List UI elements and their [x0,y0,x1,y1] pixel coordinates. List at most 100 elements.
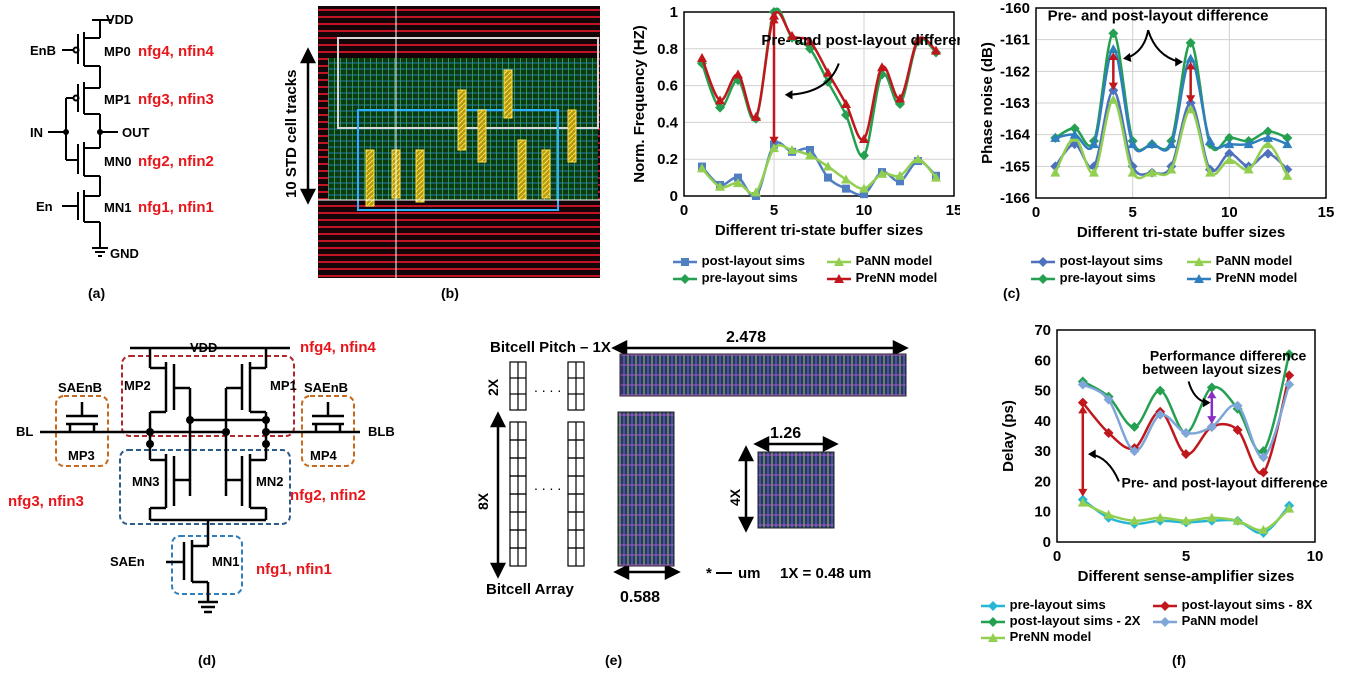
mn1-sa-label: MN1 [212,554,239,569]
y-tick-label: 40 [1034,413,1051,430]
legend-label: post-layout sims [1059,253,1163,268]
data-point [1206,421,1217,432]
annotation-text: Pre- and post-layout difference [1122,474,1328,490]
mp3-label: MP3 [68,448,95,463]
data-point [1224,148,1235,159]
arrow-head [1108,82,1118,91]
arrow-head [1186,95,1196,103]
mn0-label: MN0 [104,154,131,169]
data-point [895,170,905,180]
data-point [913,154,923,164]
plot-frame [1035,7,1327,199]
data-point [1108,94,1119,104]
data-point [834,256,844,266]
arrow-head [1078,488,1088,497]
data-point [1284,370,1295,381]
arrow-head [1078,405,1088,414]
arrow-head [1207,390,1217,399]
x-tick-label: 5 [1128,204,1136,221]
data-point [1284,349,1295,360]
data-point [1258,467,1269,478]
x-tick-label: 15 [1318,204,1335,221]
chart-phase-noise: -166 -165 -164 -163 -162 -161 -160 0 5 10 15 Differ… [979,0,1335,241]
data-point [1160,616,1170,627]
data-point [1243,139,1254,149]
arrow-head [1186,61,1196,70]
data-point [1185,37,1196,48]
legend-swatch [1031,273,1055,284]
legend-label: PaNN model [1181,613,1259,628]
x-tick-label: 10 [856,202,873,219]
en-label: En [36,199,53,214]
legend-label: PaNN model [1215,253,1293,268]
legend-swatch [981,632,1005,642]
y-tick-label: -161 [1000,32,1030,49]
legend-swatch [1153,616,1177,627]
y-tick-label: -160 [1000,0,1030,17]
data-point [1050,161,1061,172]
legend-swatch [1187,273,1211,283]
data-point [1147,167,1157,177]
data-point [1282,132,1293,143]
y-tick-label: 30 [1034,443,1051,460]
data-point [834,273,844,283]
data-point [680,273,690,284]
data-point [1224,155,1235,164]
y-axis-label: Delay (ps) [1000,400,1017,472]
series-line [1055,47,1288,153]
data-point [1147,139,1157,149]
data-point [1263,139,1273,149]
data-point [1127,167,1138,177]
legend-label: pre-layout sims [1059,270,1156,285]
series-line [1082,383,1291,459]
data-point [1127,161,1138,172]
data-point [1284,379,1295,390]
data-point [751,111,761,121]
data-point [1282,139,1293,149]
unit-note: um [738,565,761,582]
data-point [1205,136,1215,145]
data-point [1284,503,1295,513]
data-point [1089,139,1099,149]
data-point [841,99,851,108]
size-label-1: nfg1, nfin1 [138,199,214,216]
legend-swatch [981,600,1005,611]
data-point [1038,256,1048,267]
data-point [988,616,998,627]
data-point [860,190,868,199]
data-point [1194,273,1204,283]
data-point [1263,148,1273,159]
vdd-label-sa: VDD [190,340,217,355]
annotation-arrow [788,63,840,96]
data-point [823,161,833,171]
data-point [733,178,743,188]
legend-label: pre-layout sims [1009,597,1106,612]
data-point [1166,164,1177,174]
width-4x-value: 1.26 [770,425,801,442]
data-point [1077,397,1088,408]
mn2-label: MN2 [256,474,283,489]
arrow-head [1207,416,1217,424]
data-point [1103,509,1114,519]
data-point [1181,427,1191,438]
legend-swatch [1031,256,1055,267]
data-point [988,632,998,642]
legend-label: PreNN model [855,270,938,285]
data-point [805,150,815,160]
y-axis-label: Phase noise (dB) [979,42,996,164]
size-label-2: nfg2, nfin2 [138,153,214,170]
data-point [681,257,689,266]
y-tick-label: 0.2 [657,151,678,168]
bitcell-pitch-label: Bitcell Pitch – 1X [490,339,611,356]
size-label-4: nfg4, nfin4 [138,43,214,60]
data-point [1282,170,1293,180]
plot-frame [1056,329,1316,543]
panel-label-d: (d) [198,652,216,668]
x-tick-label: 0 [680,202,688,219]
data-point [877,62,887,72]
data-point [787,30,797,40]
data-point [1258,524,1269,534]
schematic-sense-amplifier: VDD BL BLB SAEnB SAEnB SAEn MP2 MP1 MP3 … [8,339,395,614]
arrow-head [769,15,779,24]
data-point [1077,379,1088,390]
